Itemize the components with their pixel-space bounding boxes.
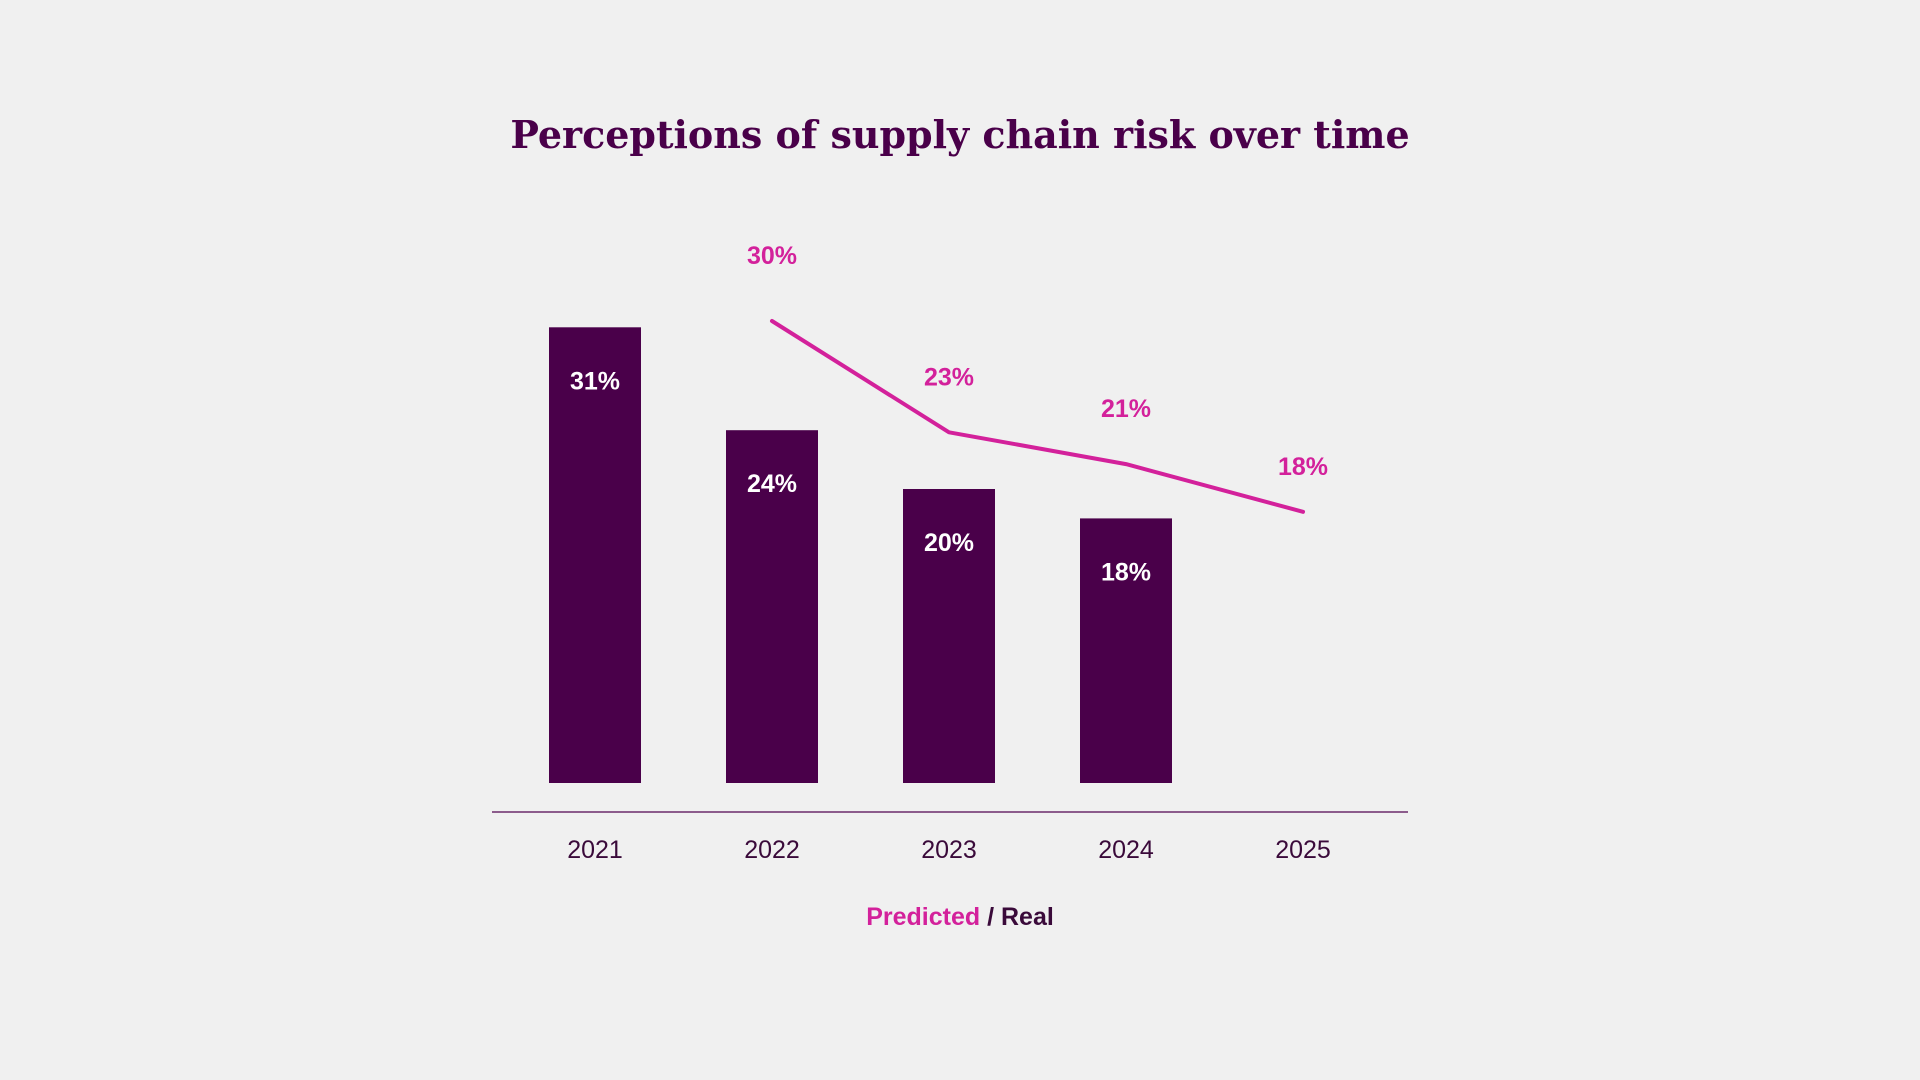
legend-predicted: Predicted (866, 903, 980, 931)
predicted-line-group (770, 319, 1305, 514)
bar-label-2023: 20% (924, 529, 974, 557)
x-tick-2025: 2025 (1275, 836, 1331, 864)
bar-2022 (726, 430, 818, 783)
x-tick-2021: 2021 (567, 836, 623, 864)
bar-label-2024: 18% (1101, 558, 1151, 586)
x-tick-2024: 2024 (1098, 836, 1154, 864)
bar-2021 (549, 327, 641, 783)
legend-real: Real (1001, 903, 1054, 931)
predicted-labels-group: 30% 23% 21% 18% (747, 242, 1328, 481)
bar-2024 (1080, 518, 1172, 783)
x-tick-labels-group: 2021 2022 2023 2024 2025 (567, 836, 1331, 864)
predicted-label-2025: 18% (1278, 453, 1328, 481)
predicted-label-2023: 23% (924, 363, 974, 391)
bar-label-2021: 31% (570, 367, 620, 395)
x-tick-2023: 2023 (921, 836, 977, 864)
chart-title: Perceptions of supply chain risk over ti… (510, 112, 1409, 157)
x-tick-2022: 2022 (744, 836, 800, 864)
predicted-line (770, 319, 1305, 514)
predicted-label-2022: 30% (747, 242, 797, 270)
predicted-label-2024: 21% (1101, 395, 1151, 423)
bar-label-2022: 24% (747, 470, 797, 498)
legend: Predicted / Real (866, 903, 1054, 931)
bar-labels-group: 31% 24% 20% 18% (570, 367, 1151, 586)
legend-separator: / (980, 903, 1001, 931)
bar-2023 (903, 489, 995, 783)
bars-group (549, 327, 1172, 783)
